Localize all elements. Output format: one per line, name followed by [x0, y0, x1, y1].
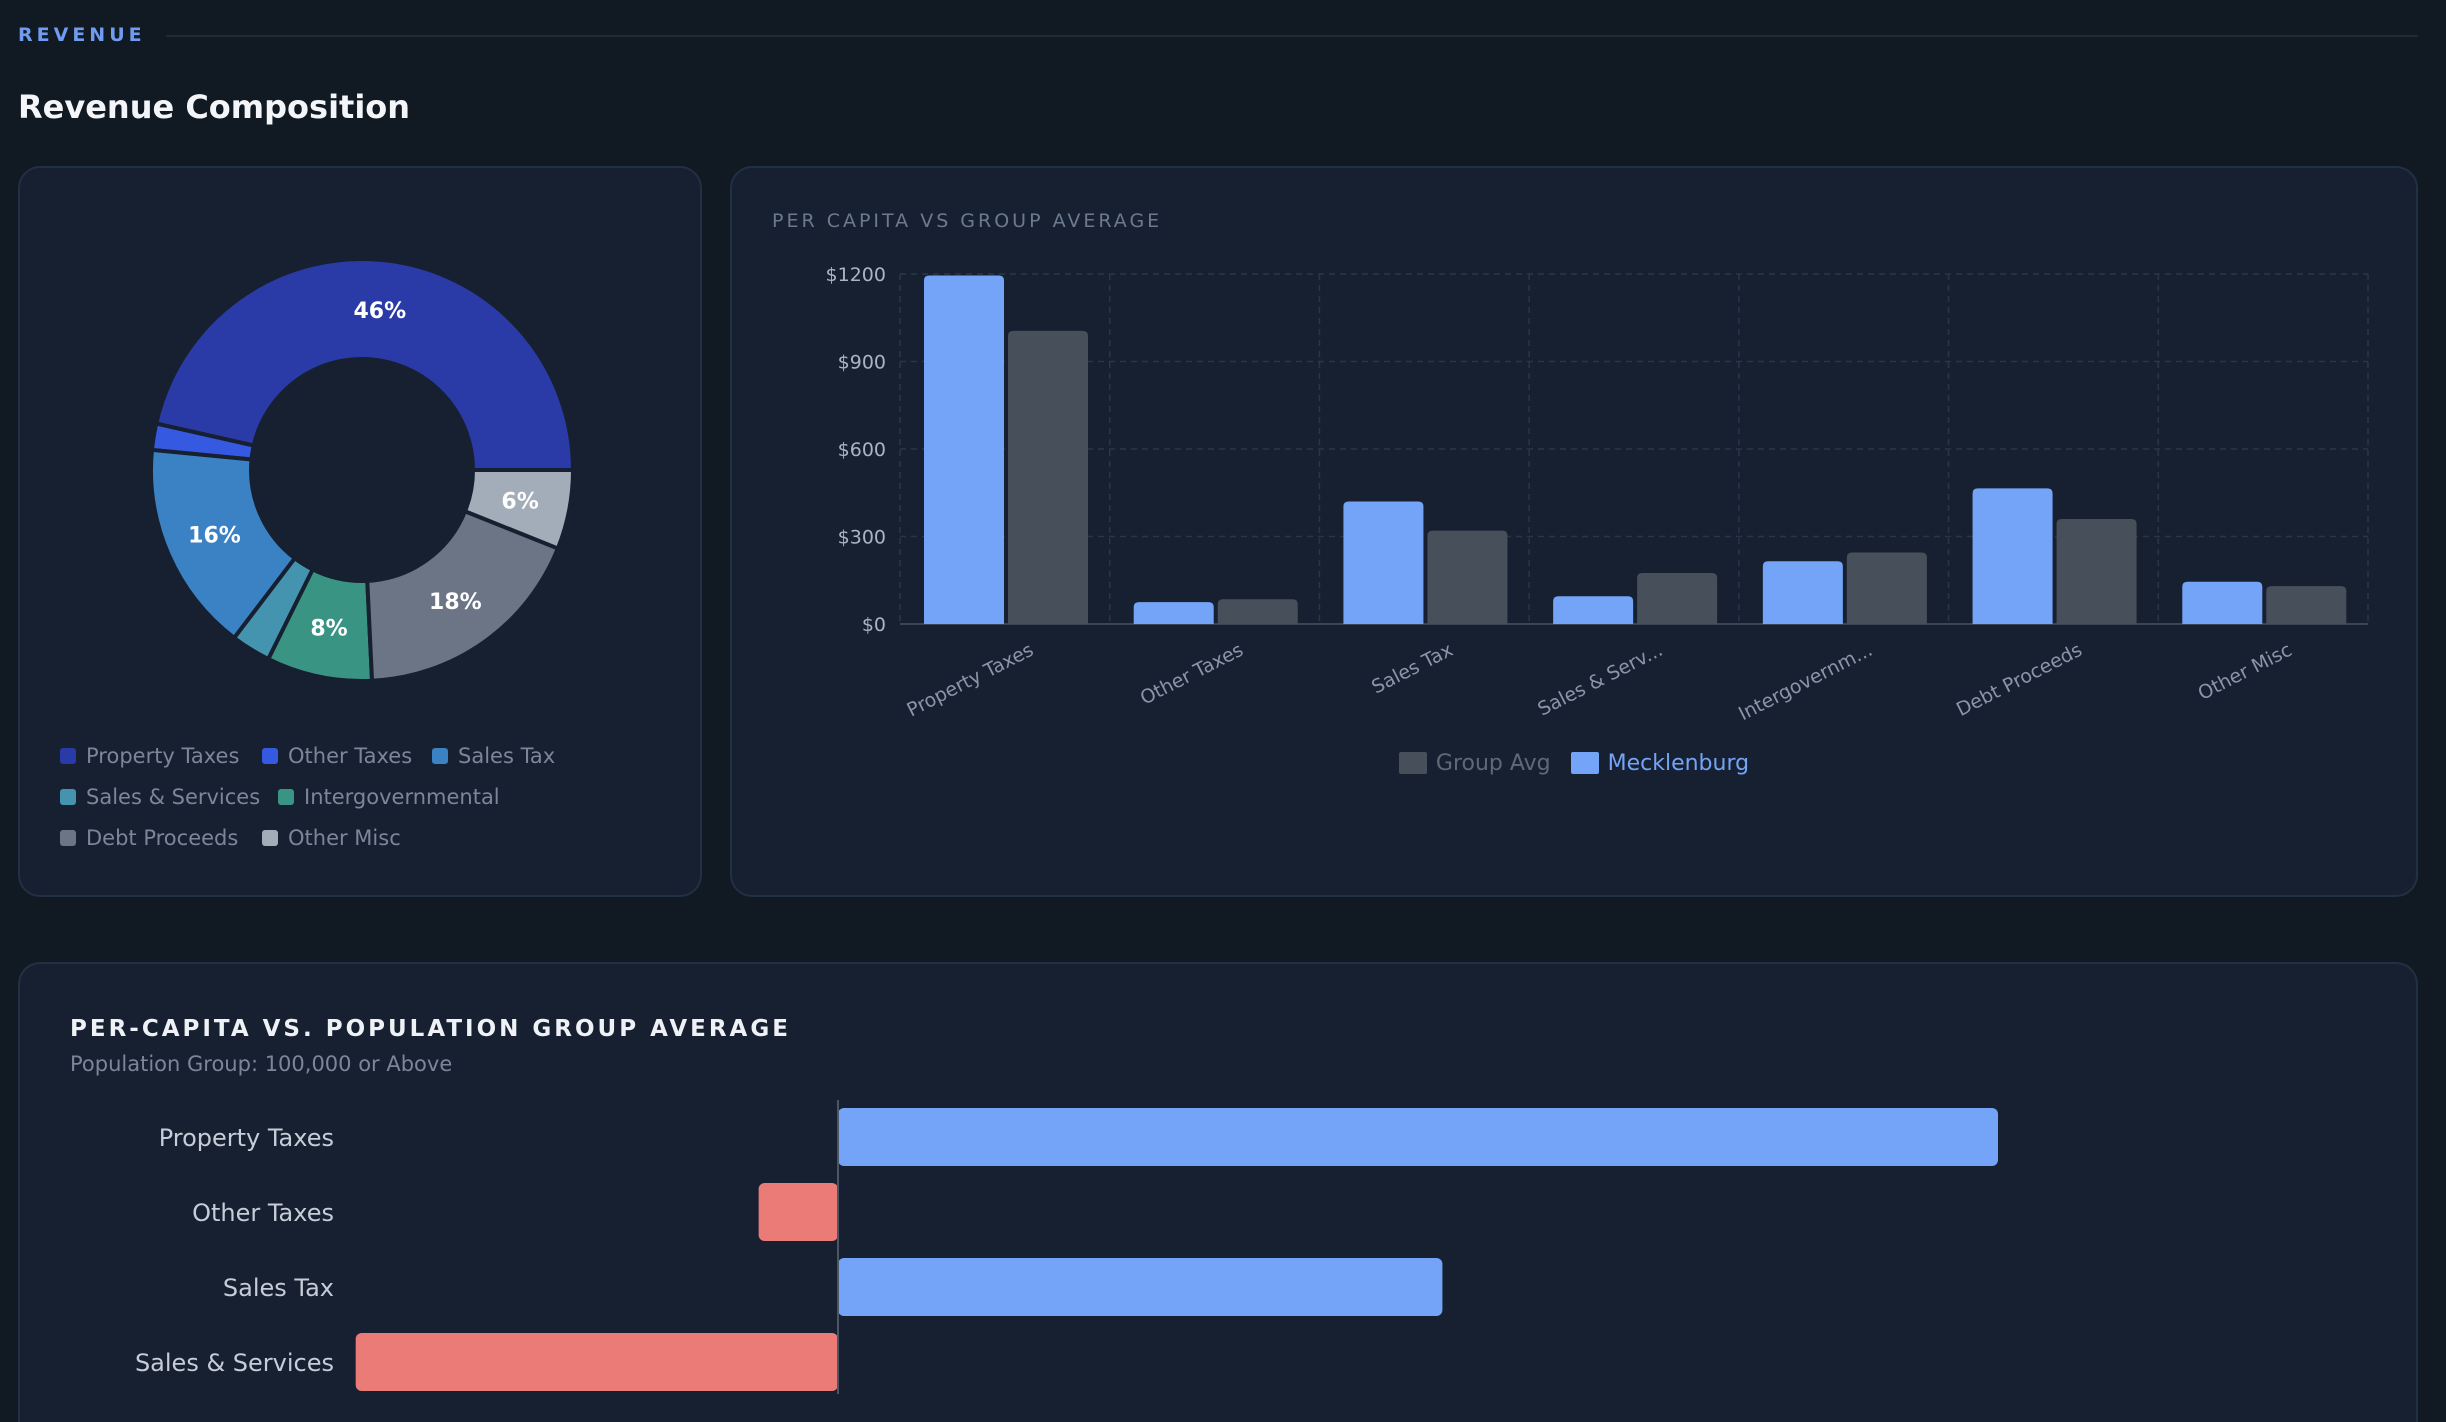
donut-legend: Property Taxes Other Taxes Sales Tax Sales …: [60, 744, 680, 874]
bar-group-avg-sales-tax[interactable]: [1427, 530, 1508, 624]
legend-item-property-taxes[interactable]: Property Taxes: [60, 744, 239, 768]
y-tick-label: $300: [838, 527, 886, 549]
bar-group-avg-intergovernm[interactable]: [1846, 552, 1927, 624]
bar-legend-item-group-avg[interactable]: Group Avg: [1398, 743, 1551, 783]
hbar-card: PER-CAPITA VS. POPULATION GROUP AVERAGE …: [18, 962, 2418, 1422]
x-tick-label: Sales Tax: [1368, 639, 1456, 699]
bar-card-title: PER CAPITA VS GROUP AVERAGE: [772, 210, 1163, 232]
x-tick-label: Other Taxes: [1137, 639, 1247, 710]
legend-swatch: [278, 789, 294, 805]
legend-label: Debt Proceeds: [86, 826, 239, 850]
legend-label: Other Taxes: [288, 744, 413, 768]
donut-slice-debt-proceeds[interactable]: [365, 508, 561, 683]
donut-card: 46% 16% 8% 18% 6% Property Taxes Other Taxes S…: [18, 166, 702, 897]
y-tick-label: $1200: [826, 264, 886, 286]
legend-label: Sales & Services: [86, 785, 261, 809]
hbar-card-title: PER-CAPITA VS. POPULATION GROUP AVERAGE: [70, 1016, 791, 1042]
bar-card: PER CAPITA VS GROUP AVERAGE $0 $300 $600 $9…: [730, 166, 2418, 897]
donut-label-property-taxes: 46%: [354, 299, 407, 324]
legend-item-other-taxes[interactable]: Other Taxes: [262, 744, 412, 768]
hbar-sales-tax[interactable]: [838, 1258, 1443, 1316]
donut-label-intergovernmental: 8%: [310, 617, 347, 642]
donut-label-debt-proceeds: 18%: [429, 590, 482, 615]
legend-swatch: [262, 830, 278, 846]
donut-slice-property-taxes[interactable]: [153, 257, 576, 472]
bar-mecklenburg-sales-tax[interactable]: [1343, 501, 1424, 625]
legend-swatch: [1398, 752, 1427, 774]
hbar-label-property-taxes: Property Taxes: [159, 1124, 334, 1152]
section-header: REVENUE: [18, 22, 2418, 52]
bar-mecklenburg-sales-serv[interactable]: [1553, 596, 1634, 624]
legend-swatch: [60, 830, 76, 846]
x-tick-label: Intergovernm...: [1735, 639, 1876, 725]
legend-swatch: [262, 748, 278, 764]
hbar-other-taxes[interactable]: [758, 1183, 838, 1241]
bar-group-avg-other-taxes[interactable]: [1217, 599, 1298, 624]
bar-legend: Group Avg Mecklenburg: [732, 743, 2416, 783]
donut-label-other-misc: 6%: [501, 489, 538, 514]
donut-slice-other-misc[interactable]: [462, 468, 576, 552]
hbar-label-sales-tax: Sales Tax: [223, 1274, 334, 1302]
x-tick-label: Property Taxes: [903, 639, 1037, 722]
y-tick-label: $0: [862, 614, 886, 636]
legend-item-sales-tax[interactable]: Sales Tax: [432, 744, 555, 768]
page-title: Revenue Composition: [18, 88, 411, 126]
legend-label: Intergovernmental: [304, 785, 500, 809]
hbar-chart: Property Taxes Other Taxes Sales Tax Sales …: [135, 1100, 1998, 1394]
hbar-label-other-taxes: Other Taxes: [192, 1199, 334, 1227]
legend-swatch: [60, 789, 76, 805]
legend-label: Other Misc: [288, 826, 401, 850]
bar-mecklenburg-other-misc[interactable]: [2182, 581, 2263, 624]
hbar-label-sales-services: Sales & Services: [135, 1349, 334, 1377]
section-label: REVENUE: [18, 24, 146, 46]
hbar-property-taxes[interactable]: [838, 1108, 1998, 1166]
bar-group-avg-sales-serv[interactable]: [1637, 572, 1718, 624]
section-divider: [166, 35, 2418, 37]
legend-item-debt-proceeds[interactable]: Debt Proceeds: [60, 826, 238, 850]
legend-swatch: [60, 748, 76, 764]
bar-chart: $0 $300 $600 $900 $1200 Property Taxes Other T…: [826, 264, 2369, 725]
legend-item-intergovernmental[interactable]: Intergovernmental: [278, 785, 500, 809]
donut-label-sales-tax: 16%: [188, 524, 241, 549]
donut-chart: 46% 16% 8% 18% 6%: [149, 257, 576, 683]
bar-mecklenburg-debt-proceeds[interactable]: [1972, 488, 2053, 624]
x-tick-label: Sales & Serv...: [1534, 639, 1666, 721]
y-tick-label: $600: [838, 439, 886, 461]
bar-group-avg-other-misc[interactable]: [2266, 586, 2347, 624]
legend-label: Mecklenburg: [1607, 750, 1750, 776]
legend-swatch: [432, 748, 448, 764]
bar-group-avg-debt-proceeds[interactable]: [2056, 519, 2137, 624]
x-tick-label: Debt Proceeds: [1953, 639, 2086, 721]
bar-mecklenburg-other-taxes[interactable]: [1133, 602, 1214, 624]
legend-label: Sales Tax: [458, 744, 556, 768]
legend-item-sales-services[interactable]: Sales & Services: [60, 785, 260, 809]
legend-label: Property Taxes: [86, 744, 240, 768]
bar-mecklenburg-property-taxes[interactable]: [924, 275, 1004, 624]
bar-mecklenburg-intergovernm[interactable]: [1762, 561, 1843, 624]
bar-group-avg-property-taxes[interactable]: [1008, 330, 1088, 624]
legend-label: Group Avg: [1435, 750, 1551, 776]
legend-item-other-misc[interactable]: Other Misc: [262, 826, 401, 850]
donut-slice-sales-tax[interactable]: [149, 447, 298, 641]
hbar-card-subtitle: Population Group: 100,000 or Above: [70, 1052, 453, 1076]
bar-legend-item-mecklenburg[interactable]: Mecklenburg: [1570, 743, 1750, 783]
y-tick-label: $900: [838, 352, 886, 374]
legend-swatch: [1570, 752, 1599, 774]
x-tick-label: Other Misc: [2195, 639, 2296, 705]
hbar-sales-services[interactable]: [355, 1333, 838, 1391]
